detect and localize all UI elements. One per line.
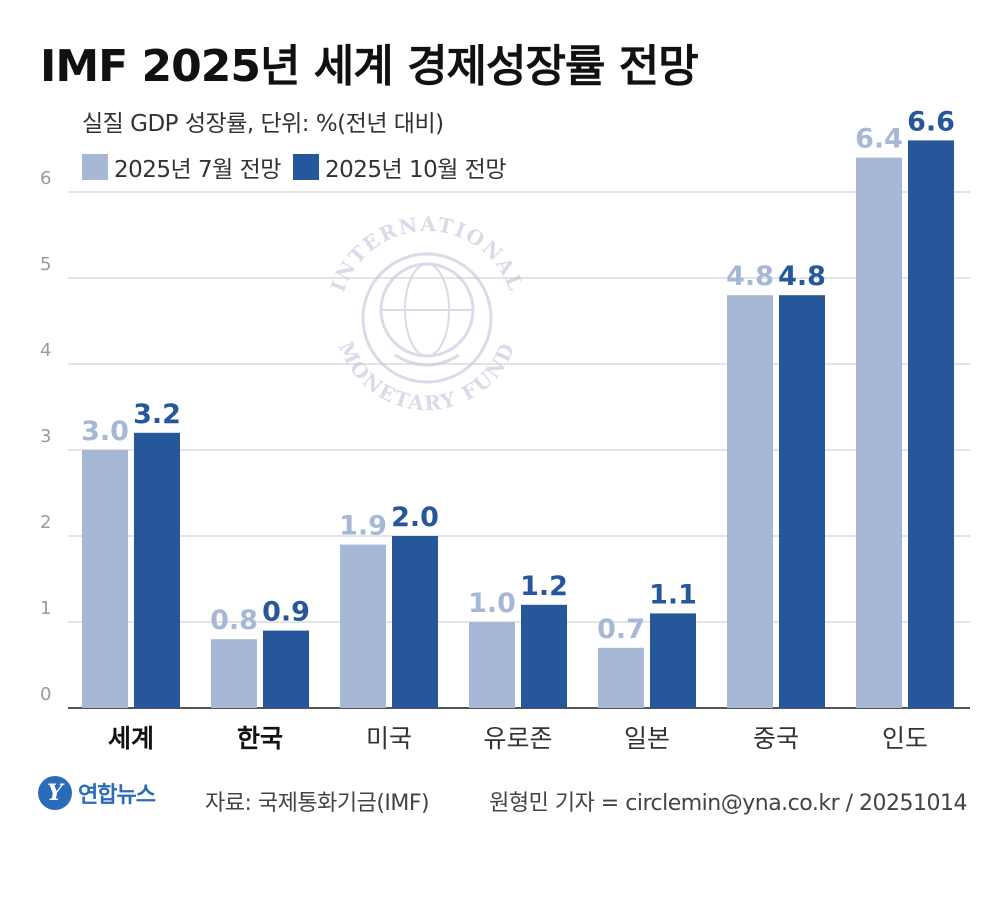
chart-bars	[82, 140, 954, 709]
data-label-일본-july: 0.7	[597, 614, 645, 645]
page-title: IMF 2025년 세계 경제성장률 전망	[40, 41, 699, 92]
bar-세계-october	[134, 432, 180, 708]
x-tick-label-중국: 중국	[753, 724, 799, 753]
y-tick-label-0: 0	[40, 684, 51, 705]
x-tick-label-일본: 일본	[624, 724, 670, 753]
data-label-한국-july: 0.8	[210, 605, 258, 636]
yonhap-logo-text: 연합뉴스	[78, 783, 156, 808]
bar-유로존-july	[469, 622, 515, 708]
bar-한국-october	[263, 630, 309, 708]
author-credit: 원형민 기자 = circlemin@yna.co.kr / 20251014	[489, 791, 967, 816]
data-label-미국-july: 1.9	[339, 511, 387, 542]
chart-data-labels: 3.03.2 0.8 0.9 1.9 2.0 1.01.2 0.71.1 4.8 4.8 6.46…	[81, 106, 955, 644]
data-label-인도-july: 6.4	[855, 124, 903, 155]
bar-인도-october	[908, 140, 954, 708]
data-label-인도-october: 6.6	[907, 106, 955, 137]
x-tick-label-한국: 한국	[237, 724, 283, 753]
bar-인도-july	[856, 157, 902, 709]
data-label-중국-october: 4.8	[778, 261, 826, 292]
x-tick-label-유로존: 유로존	[483, 724, 552, 753]
y-tick-label-4: 4	[40, 340, 51, 361]
data-label-유로존-july: 1.0	[468, 588, 516, 619]
chart-legend: 2025년 7월 전망 2025년 10월 전망	[82, 150, 518, 184]
legend-label-july: 2025년 7월 전망	[114, 157, 281, 183]
bar-미국-october	[392, 536, 438, 708]
data-label-미국-october: 2.0	[391, 502, 439, 533]
y-tick-label-5: 5	[40, 254, 51, 275]
watermark-bottom-text: MONETARY FUND	[334, 338, 518, 416]
data-label-유로존-october: 1.2	[520, 571, 568, 602]
chart-x-axis: 세계 한국 미국 유로존 일본 중국 인도	[108, 724, 928, 753]
yonhap-logo-icon: Y	[38, 776, 72, 810]
bar-일본-july	[598, 647, 644, 708]
y-tick-label-3: 3	[40, 426, 51, 447]
bar-중국-july	[727, 295, 773, 708]
data-label-한국-october: 0.9	[262, 597, 310, 628]
data-label-중국-july: 4.8	[726, 261, 774, 292]
y-tick-label-6: 6	[40, 168, 51, 189]
x-tick-label-미국: 미국	[366, 724, 412, 753]
y-tick-label-2: 2	[40, 512, 51, 533]
legend-swatch-october	[292, 154, 319, 180]
bar-한국-july	[211, 639, 257, 708]
bar-중국-october	[779, 295, 825, 708]
x-tick-label-인도: 인도	[882, 724, 928, 753]
legend-item-july: 2025년 7월 전망	[82, 150, 281, 184]
x-tick-label-세계: 세계	[108, 724, 154, 753]
data-label-일본-october: 1.1	[649, 579, 697, 610]
legend-label-october: 2025년 10월 전망	[324, 157, 507, 183]
chart-subtitle: 실질 GDP 성장률, 단위: %(전년 대비)	[82, 111, 444, 137]
svg-text:MONETARY FUND: MONETARY FUND	[334, 338, 520, 416]
source-note: 자료: 국제통화기금(IMF)	[205, 791, 430, 816]
imf-seal-icon: INTERNATIONAL MONETARY FUND	[326, 212, 527, 416]
bar-유로존-october	[521, 604, 567, 708]
legend-swatch-july	[82, 154, 108, 180]
bar-세계-july	[82, 450, 128, 708]
bar-일본-october	[650, 613, 696, 708]
bar-미국-july	[340, 544, 386, 708]
y-tick-label-1: 1	[40, 598, 51, 619]
legend-item-october: 2025년 10월 전망	[292, 150, 507, 184]
data-label-세계-july: 3.0	[81, 416, 129, 447]
data-label-세계-october: 3.2	[133, 399, 181, 430]
yonhap-logo: Y 연합뉴스	[38, 776, 156, 810]
